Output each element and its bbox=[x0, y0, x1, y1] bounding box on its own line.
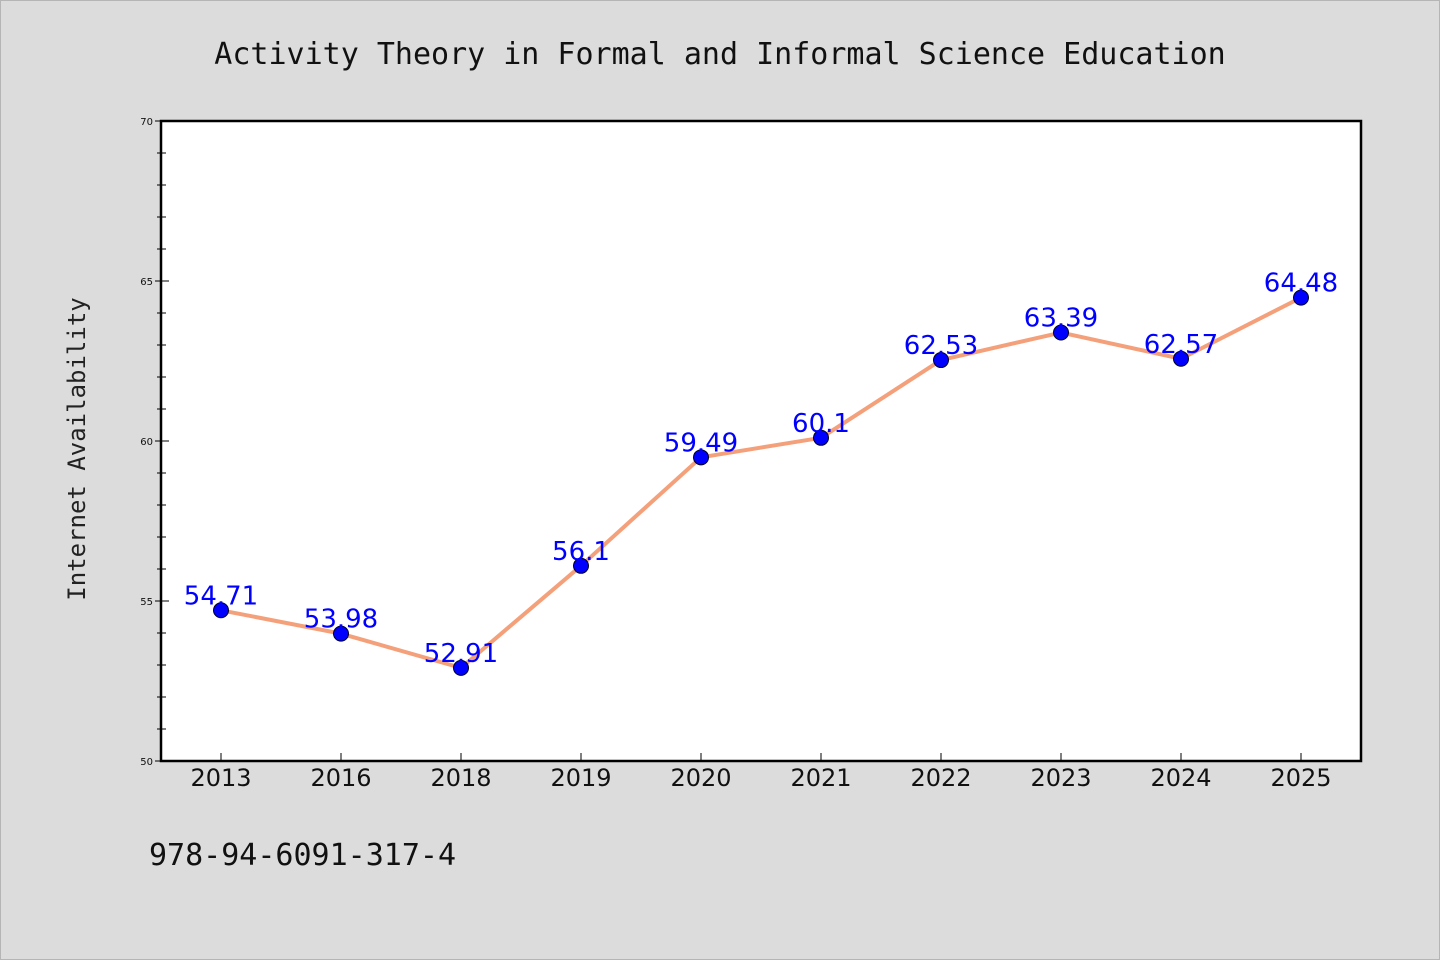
data-point bbox=[1173, 350, 1189, 367]
x-tick-label: 2021 bbox=[790, 764, 851, 792]
data-label: 64.48 bbox=[1264, 269, 1338, 299]
x-tick-label: 2018 bbox=[430, 764, 491, 792]
y-tick-label: 55 bbox=[140, 597, 153, 608]
plot-frame bbox=[159, 119, 1363, 763]
data-point bbox=[453, 659, 469, 676]
data-label: 59.49 bbox=[664, 428, 738, 458]
data-point bbox=[693, 449, 709, 466]
data-point bbox=[333, 625, 349, 642]
x-tick-label: 2024 bbox=[1150, 764, 1211, 792]
x-tick-label: 2013 bbox=[190, 764, 251, 792]
x-tick-label: 2020 bbox=[670, 764, 731, 792]
series-line bbox=[219, 295, 1303, 670]
y-tick-label: 65 bbox=[140, 277, 153, 288]
data-label: 56.1 bbox=[552, 537, 610, 567]
x-tick-label: 2016 bbox=[310, 764, 371, 792]
y-axis-label: Internet Availability bbox=[63, 297, 91, 600]
x-axis-ticks: 2013 2016 2018 2019 2020 2021 2022 2023 2024 2025 bbox=[190, 753, 1332, 792]
y-tick-label: 70 bbox=[140, 117, 153, 128]
data-point bbox=[573, 557, 589, 574]
data-point bbox=[933, 352, 949, 369]
x-tick-label: 2019 bbox=[550, 764, 611, 792]
plot-area bbox=[161, 121, 1361, 761]
data-label: 62.53 bbox=[904, 331, 978, 361]
x-tick-label: 2023 bbox=[1030, 764, 1091, 792]
data-label: 62.57 bbox=[1144, 330, 1218, 360]
series-layer bbox=[213, 289, 1309, 676]
data-label: 54.71 bbox=[184, 581, 258, 611]
data-point bbox=[813, 429, 829, 446]
chart-title: Activity Theory in Formal and Informal S… bbox=[214, 37, 1225, 72]
data-point bbox=[1293, 289, 1309, 306]
data-label: 60.1 bbox=[792, 409, 850, 439]
data-point bbox=[1053, 324, 1069, 341]
data-label: 63.39 bbox=[1024, 304, 1098, 334]
data-labels: 54.71 53.98 52.91 56.1 59.49 60.1 62.53 63.39 62… bbox=[184, 269, 1338, 669]
data-label: 53.98 bbox=[304, 605, 378, 635]
x-tick-label: 2022 bbox=[910, 764, 971, 792]
x-tick-label: 2025 bbox=[1270, 764, 1331, 792]
y-tick-label: 50 bbox=[140, 757, 153, 768]
data-label: 52.91 bbox=[424, 639, 498, 669]
isbn-footer: 978-94-6091-317-4 bbox=[149, 838, 456, 873]
data-point bbox=[213, 602, 229, 619]
y-tick-label: 60 bbox=[140, 437, 153, 448]
